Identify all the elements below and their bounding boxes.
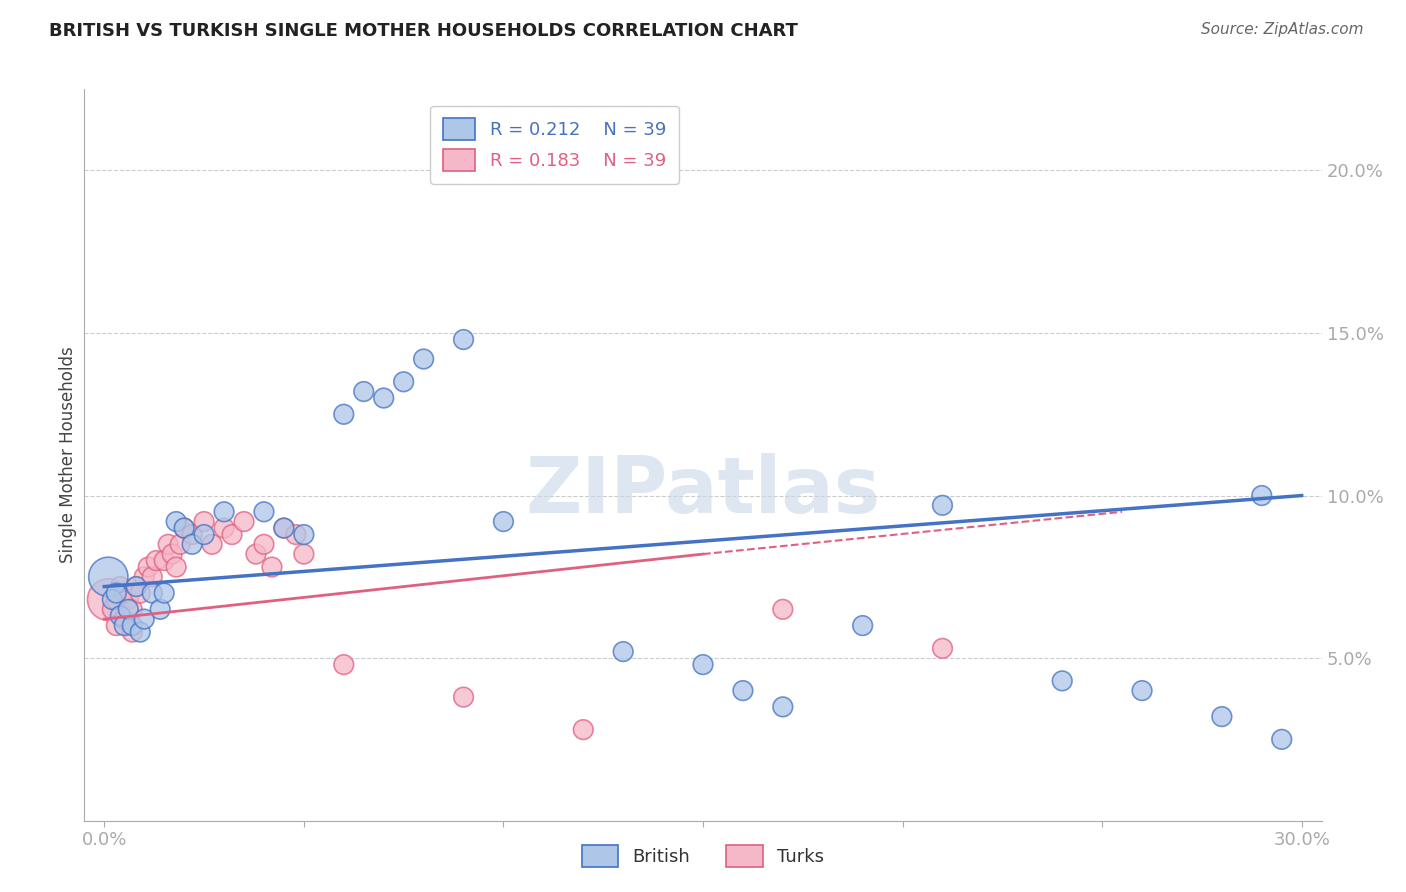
- Point: [212, 521, 235, 535]
- Y-axis label: Single Mother Households: Single Mother Households: [59, 347, 77, 563]
- Point: [125, 580, 148, 594]
- Point: [121, 625, 143, 640]
- Point: [125, 580, 148, 594]
- Point: [1050, 673, 1073, 688]
- Point: [193, 515, 215, 529]
- Point: [201, 537, 224, 551]
- Point: [97, 570, 120, 584]
- Point: [1211, 709, 1233, 723]
- Point: [117, 602, 139, 616]
- Point: [129, 625, 152, 640]
- Point: [931, 498, 953, 512]
- Text: ZIPatlas: ZIPatlas: [526, 453, 880, 530]
- Point: [333, 407, 356, 421]
- Point: [105, 586, 128, 600]
- Point: [392, 375, 415, 389]
- Text: Source: ZipAtlas.com: Source: ZipAtlas.com: [1201, 22, 1364, 37]
- Point: [145, 553, 167, 567]
- Point: [157, 537, 180, 551]
- Point: [173, 521, 195, 535]
- Point: [731, 683, 754, 698]
- Point: [112, 618, 135, 632]
- Point: [273, 521, 295, 535]
- Point: [1271, 732, 1294, 747]
- Point: [292, 527, 315, 541]
- Point: [612, 644, 634, 658]
- Point: [772, 602, 794, 616]
- Point: [173, 521, 195, 535]
- Point: [136, 560, 159, 574]
- Point: [117, 592, 139, 607]
- Point: [233, 515, 256, 529]
- Point: [572, 723, 595, 737]
- Point: [112, 586, 135, 600]
- Point: [112, 612, 135, 626]
- Point: [121, 602, 143, 616]
- Point: [165, 515, 187, 529]
- Point: [181, 527, 204, 541]
- Point: [165, 560, 187, 574]
- Point: [284, 527, 307, 541]
- Point: [149, 602, 172, 616]
- Point: [169, 537, 191, 551]
- Text: BRITISH VS TURKISH SINGLE MOTHER HOUSEHOLDS CORRELATION CHART: BRITISH VS TURKISH SINGLE MOTHER HOUSEHO…: [49, 22, 799, 40]
- Point: [153, 553, 176, 567]
- Point: [412, 351, 434, 366]
- Point: [141, 570, 163, 584]
- Point: [221, 527, 243, 541]
- Point: [333, 657, 356, 672]
- Point: [692, 657, 714, 672]
- Legend: British, Turks: British, Turks: [575, 838, 831, 874]
- Point: [245, 547, 267, 561]
- Point: [273, 521, 295, 535]
- Point: [181, 537, 204, 551]
- Point: [1130, 683, 1153, 698]
- Point: [292, 547, 315, 561]
- Point: [373, 391, 395, 405]
- Point: [153, 586, 176, 600]
- Point: [1250, 489, 1272, 503]
- Point: [110, 580, 132, 594]
- Point: [110, 608, 132, 623]
- Point: [105, 592, 128, 607]
- Point: [353, 384, 375, 399]
- Point: [772, 699, 794, 714]
- Point: [101, 602, 124, 616]
- Point: [931, 641, 953, 656]
- Point: [160, 547, 183, 561]
- Point: [253, 505, 276, 519]
- Point: [134, 612, 156, 626]
- Point: [97, 592, 120, 607]
- Point: [129, 586, 152, 600]
- Point: [253, 537, 276, 551]
- Point: [101, 592, 124, 607]
- Point: [453, 690, 475, 705]
- Point: [212, 505, 235, 519]
- Point: [134, 570, 156, 584]
- Point: [260, 560, 283, 574]
- Point: [852, 618, 875, 632]
- Legend: R = 0.212    N = 39, R = 0.183    N = 39: R = 0.212 N = 39, R = 0.183 N = 39: [430, 105, 679, 184]
- Point: [141, 586, 163, 600]
- Point: [121, 618, 143, 632]
- Point: [453, 333, 475, 347]
- Point: [193, 527, 215, 541]
- Point: [492, 515, 515, 529]
- Point: [105, 618, 128, 632]
